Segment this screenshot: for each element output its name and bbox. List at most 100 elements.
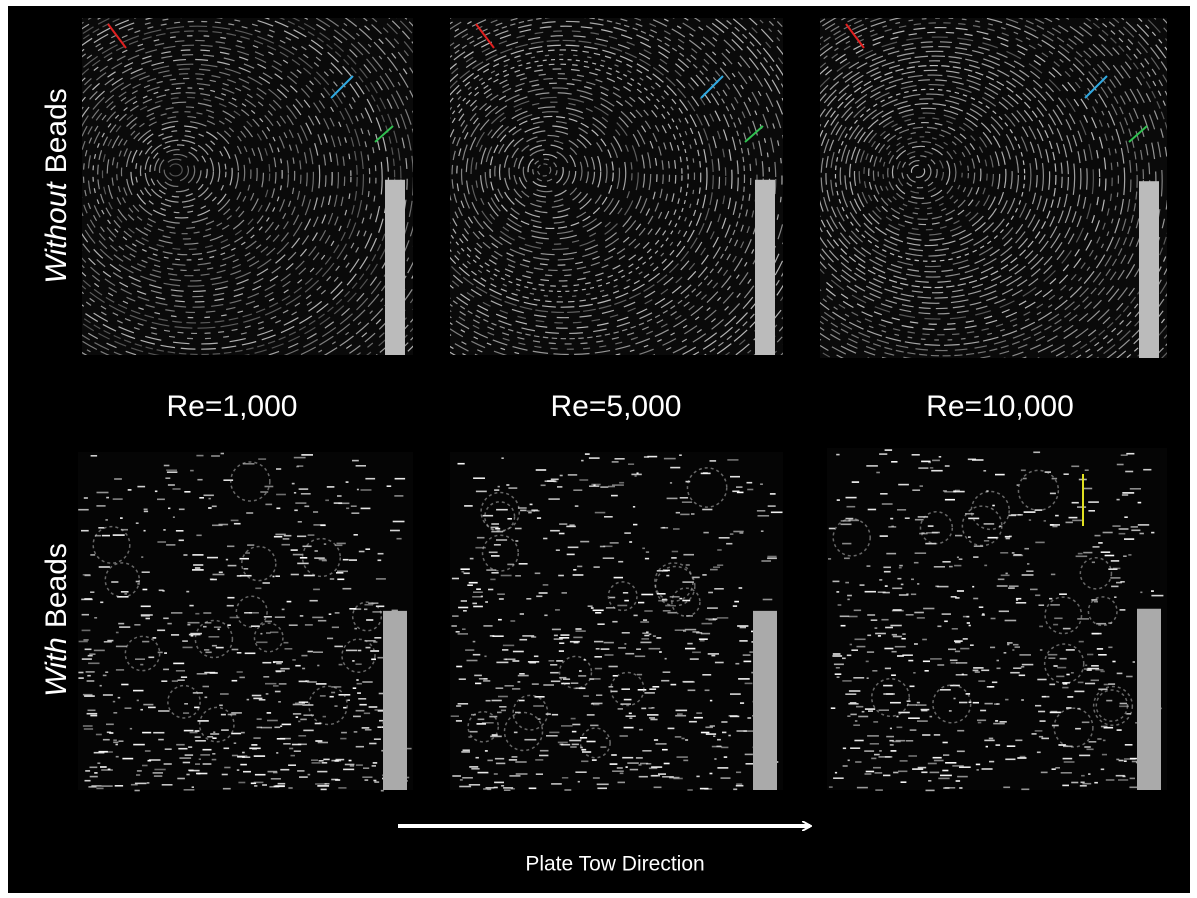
speck — [915, 552, 927, 554]
speck — [959, 787, 962, 789]
speck — [270, 632, 278, 634]
speck — [265, 621, 272, 623]
speck — [257, 718, 262, 720]
speck — [210, 672, 218, 674]
speck — [258, 458, 266, 460]
speck — [1016, 602, 1026, 604]
speck — [242, 752, 245, 754]
speck — [633, 506, 635, 508]
speck — [928, 525, 934, 527]
speck — [612, 621, 617, 623]
speck — [181, 676, 187, 678]
speck — [473, 654, 481, 656]
speck — [294, 492, 296, 494]
speck — [496, 763, 505, 765]
speck — [361, 508, 371, 510]
speck — [512, 688, 520, 690]
speck — [682, 600, 690, 602]
speck — [569, 740, 581, 742]
speck — [890, 625, 901, 627]
speck — [966, 616, 969, 618]
speck — [608, 486, 615, 488]
speck — [713, 735, 715, 737]
speck — [680, 514, 689, 516]
speck — [914, 562, 919, 564]
speck — [300, 557, 307, 559]
speck — [114, 478, 122, 480]
speck — [963, 638, 968, 640]
speck — [896, 716, 898, 718]
speck — [102, 785, 113, 787]
speck — [1021, 789, 1029, 791]
speck — [624, 600, 629, 602]
speck — [743, 730, 753, 732]
speck — [972, 586, 974, 588]
speck — [954, 565, 961, 567]
speck — [891, 750, 897, 752]
speck — [712, 746, 722, 748]
speck — [545, 480, 556, 482]
speck — [912, 454, 920, 456]
speck — [1001, 575, 1010, 577]
speck — [335, 612, 340, 614]
speck — [353, 716, 361, 718]
speck — [629, 717, 632, 719]
speck — [158, 710, 169, 712]
speck — [891, 461, 897, 463]
speck — [330, 578, 334, 580]
speck — [304, 506, 309, 508]
speck — [234, 523, 241, 525]
plate — [1137, 609, 1161, 790]
speck — [212, 753, 215, 755]
speck — [671, 557, 677, 559]
speck — [743, 654, 751, 656]
speck — [618, 782, 626, 784]
speck — [654, 787, 662, 789]
speck — [984, 565, 987, 567]
speck — [1103, 532, 1113, 534]
speck — [275, 691, 281, 693]
speck — [387, 485, 392, 487]
speck — [652, 686, 659, 688]
speck — [96, 734, 102, 736]
speck — [1102, 754, 1107, 756]
speck — [343, 559, 349, 561]
speck — [316, 683, 327, 685]
speck — [937, 586, 948, 588]
speck — [173, 488, 181, 490]
speck — [294, 457, 306, 459]
speck — [1039, 604, 1045, 606]
speck — [263, 676, 269, 678]
speck — [573, 637, 582, 639]
speck — [354, 731, 358, 733]
speck — [501, 785, 504, 787]
speck — [914, 612, 924, 614]
speck — [372, 765, 376, 767]
speck — [995, 720, 998, 722]
speck — [570, 641, 580, 643]
speck — [356, 746, 364, 748]
speck — [176, 670, 185, 672]
speck — [973, 598, 978, 600]
speck — [1095, 535, 1101, 537]
speck — [118, 697, 121, 699]
speck — [240, 575, 252, 577]
speck — [265, 486, 274, 488]
speck — [1023, 478, 1027, 480]
speck — [551, 681, 560, 683]
speck — [940, 775, 952, 777]
speck — [1003, 787, 1010, 789]
speck — [1151, 595, 1163, 597]
speck — [676, 512, 680, 514]
speck — [883, 567, 891, 569]
speck — [885, 449, 893, 451]
speck — [140, 709, 143, 711]
speck — [519, 673, 525, 675]
speck — [238, 782, 245, 784]
speck — [745, 683, 753, 685]
speck — [621, 688, 630, 690]
speck — [469, 766, 478, 768]
speck — [587, 741, 596, 743]
speck — [165, 748, 172, 750]
speck — [629, 713, 632, 715]
